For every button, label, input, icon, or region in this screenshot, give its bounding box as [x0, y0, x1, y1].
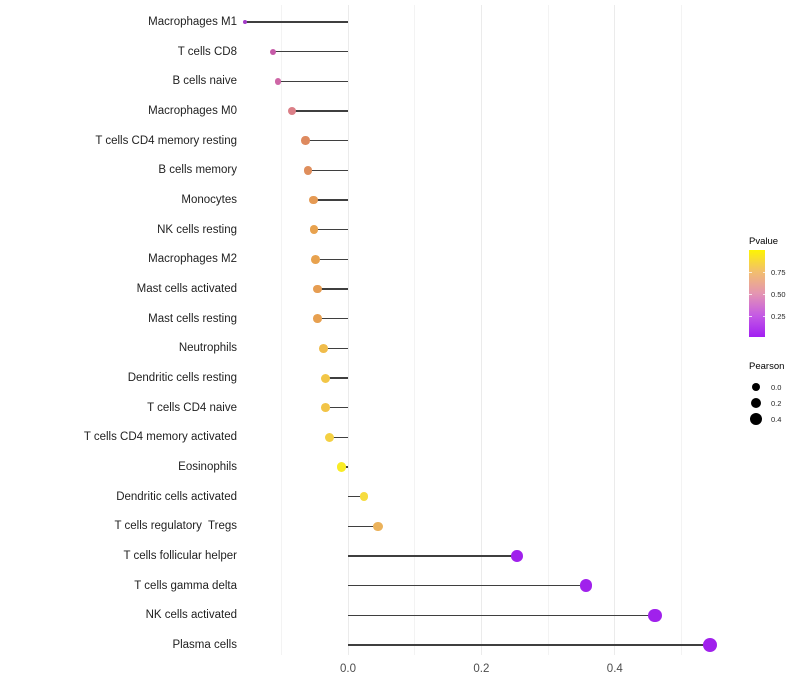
lollipop-dot	[309, 225, 319, 235]
lollipop-dot	[243, 19, 248, 25]
gridline-major	[480, 5, 482, 655]
lollipop-dot	[320, 403, 330, 413]
gridline-minor	[414, 5, 416, 655]
pvalue-legend-title: Pvalue	[749, 236, 779, 247]
lollipop-dot	[287, 107, 296, 115]
gridline-minor	[681, 5, 682, 655]
y-axis-label: Macrophages M1	[148, 16, 237, 28]
y-axis-label: T cells CD4 memory resting	[95, 134, 237, 147]
lollipop-stem	[307, 169, 348, 172]
y-axis-label: T cells gamma delta	[134, 579, 237, 592]
lollipop-dot	[309, 195, 318, 205]
lollipop-dot	[324, 432, 334, 442]
lollipop-stem	[313, 199, 348, 201]
y-axis-label: Neutrophils	[178, 342, 237, 355]
pearson-legend-tick-label: 0.2	[771, 398, 782, 408]
lollipop-dot	[336, 462, 346, 472]
y-axis-label: NK cells resting	[157, 223, 237, 236]
lollipop-stem	[348, 644, 711, 646]
gridline-major	[614, 5, 616, 655]
lollipop-stem	[325, 406, 348, 409]
lollipop-stem	[348, 614, 655, 617]
lollipop-dot	[510, 550, 523, 562]
lollipop-dot	[320, 373, 330, 383]
x-axis-tick-label: 0.0	[340, 663, 356, 675]
y-axis-label: T cells CD4 memory activated	[83, 431, 237, 444]
y-axis-label: B cells memory	[158, 164, 237, 177]
lollipop-stem	[325, 377, 348, 379]
lollipop-stem	[277, 80, 348, 83]
y-axis-label: NK cells activated	[145, 609, 237, 622]
colorbar-tick-mark	[762, 315, 765, 317]
y-axis-label: Mast cells activated	[136, 283, 237, 295]
lollipop-dot	[648, 608, 662, 623]
y-axis-label: Macrophages M2	[148, 253, 237, 266]
lollipop-dot	[274, 77, 282, 85]
x-axis-tick-label: 0.2	[473, 663, 490, 675]
y-axis-label: T cells CD4 naive	[147, 401, 237, 414]
lollipop-stem	[348, 495, 364, 498]
pearson-legend-title: Pearson	[749, 361, 785, 372]
colorbar-tick-mark	[749, 315, 752, 317]
gridline-minor	[547, 5, 549, 655]
y-axis-label: Dendritic cells activated	[116, 490, 237, 503]
lollipop-stem	[273, 50, 348, 53]
pvalue-legend-tick-label: 0.50	[771, 290, 786, 300]
pvalue-legend-tick-label: 0.25	[771, 311, 786, 321]
y-axis-label: Macrophages M0	[148, 105, 237, 117]
lollipop-stem	[329, 436, 348, 439]
lollipop-stem	[317, 288, 348, 290]
gridline-major	[347, 5, 349, 655]
colorbar-tick-mark	[762, 294, 765, 296]
lollipop-stem	[323, 347, 348, 350]
lollipop-stem	[245, 21, 348, 23]
pearson-legend-dot	[750, 397, 762, 409]
pearson-legend-tick-label: 0.4	[771, 414, 782, 424]
colorbar-tick-mark	[749, 294, 752, 296]
y-axis-label: T cells CD8	[177, 45, 237, 58]
colorbar-tick-mark	[749, 272, 752, 274]
lollipop-stem	[305, 139, 348, 142]
colorbar-tick-mark	[762, 272, 765, 274]
lollipop-dot	[270, 48, 277, 55]
lollipop-dot	[313, 314, 322, 323]
lollipop-stem	[348, 555, 517, 557]
lollipop-dot	[318, 343, 328, 353]
pvalue-colorbar	[749, 250, 765, 337]
lollipop-stem	[348, 525, 378, 528]
lollipop-dot	[359, 492, 369, 502]
y-axis-label: Dendritic cells resting	[127, 372, 237, 384]
y-axis-label: Eosinophils	[178, 461, 237, 473]
y-axis-label: Mast cells resting	[148, 312, 237, 325]
lollipop-stem	[317, 317, 348, 320]
y-axis-label: T cells follicular helper	[123, 550, 237, 562]
pearson-legend-dot	[751, 382, 761, 392]
lollipop-stem	[315, 258, 348, 261]
lollipop-dot	[373, 521, 383, 532]
x-axis-tick-label: 0.4	[606, 663, 623, 675]
pearson-legend-dot	[749, 412, 763, 426]
y-axis-label: T cells regulatory Tregs	[114, 520, 237, 533]
gridline-minor	[280, 5, 282, 655]
lollipop-stem	[291, 110, 348, 112]
pearson-legend-tick-label: 0.0	[771, 382, 782, 392]
y-axis-label: Monocytes	[181, 194, 237, 206]
lollipop-dot	[301, 136, 310, 145]
lollipop-dot	[303, 166, 313, 175]
lollipop-stem	[348, 584, 587, 587]
y-axis-label: B cells naive	[172, 75, 237, 88]
pvalue-legend-tick-label: 0.75	[771, 268, 786, 278]
lollipop-stem	[313, 228, 348, 231]
y-axis-label: Plasma cells	[172, 639, 237, 651]
lollipop-dot	[579, 579, 593, 592]
lollipop-dot	[313, 284, 322, 294]
lollipop-dot	[310, 254, 320, 264]
lollipop-dot	[702, 637, 718, 653]
